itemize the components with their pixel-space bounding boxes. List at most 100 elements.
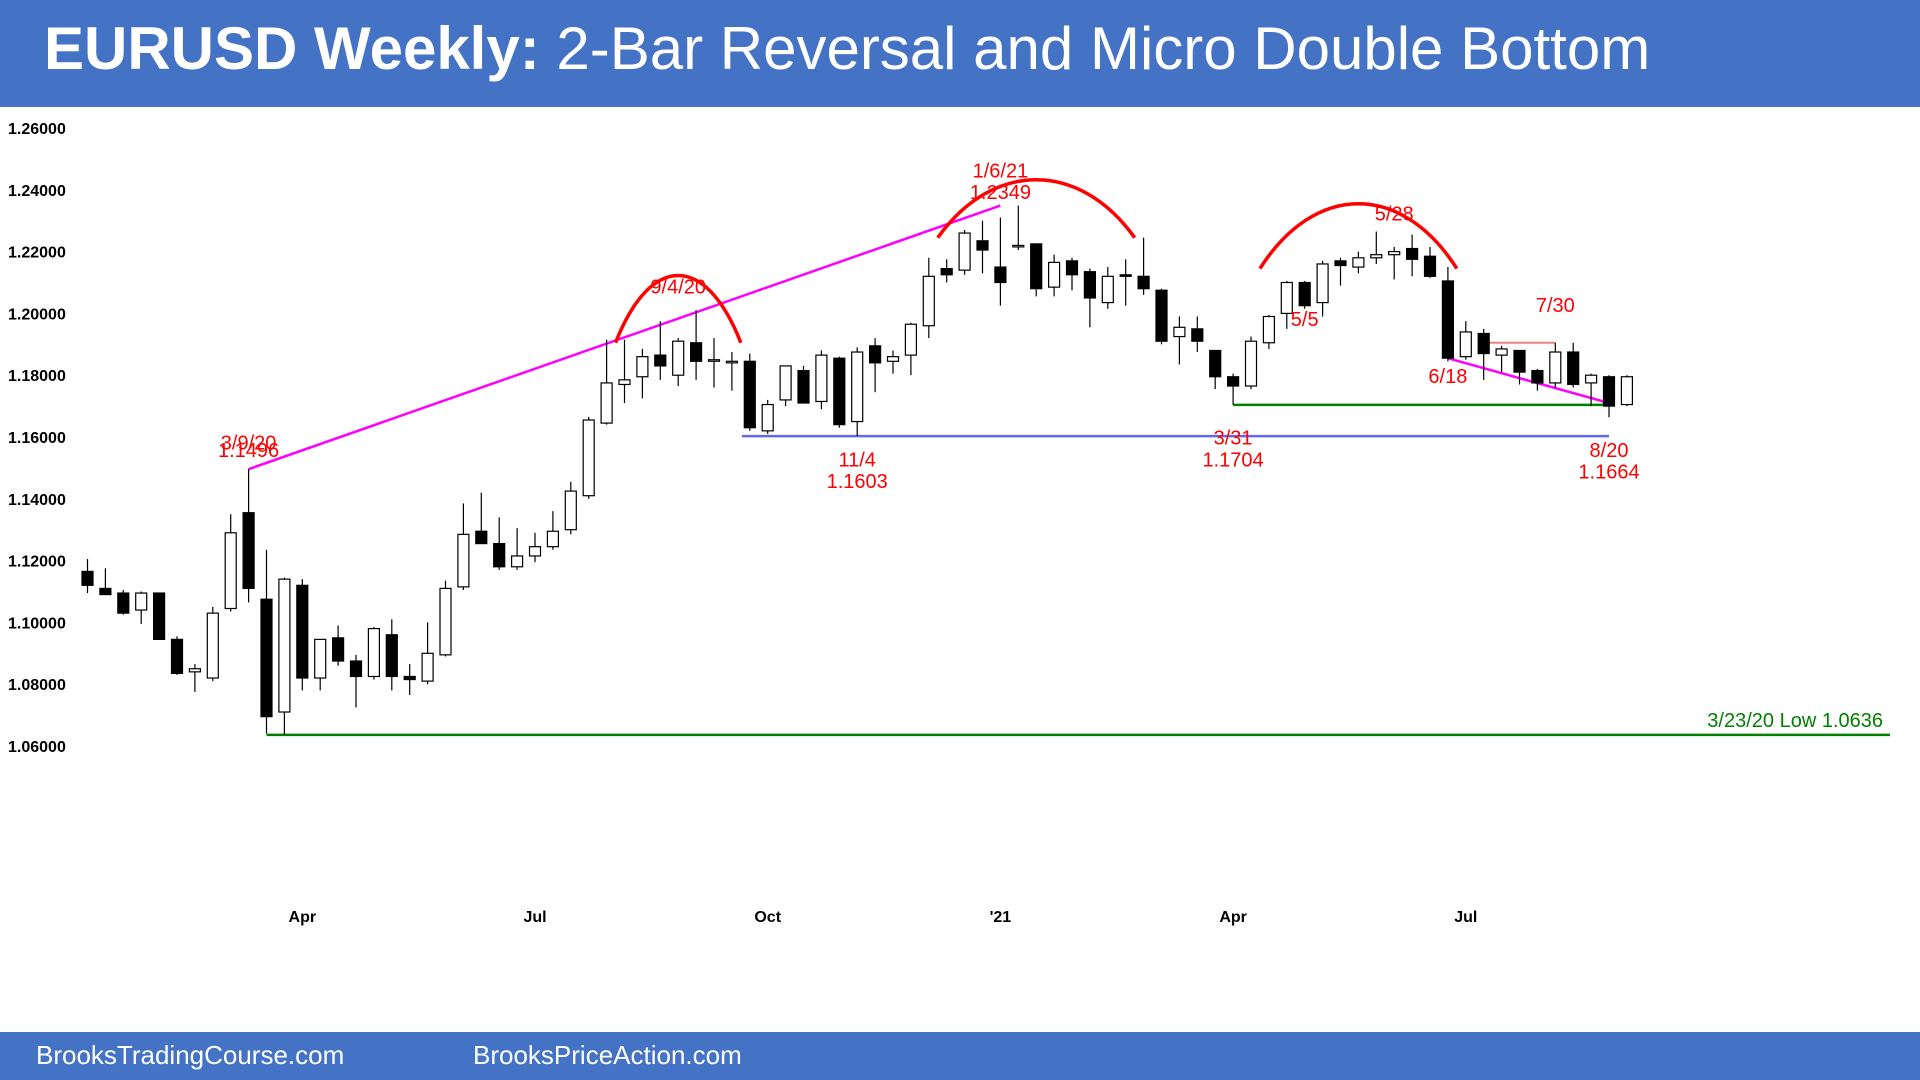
candle-body-bear (1298, 281, 1311, 307)
candle-body-bear (654, 354, 667, 367)
pattern-arcs (613, 178, 1459, 344)
candle-body-bear (689, 342, 703, 362)
candles (81, 205, 1634, 735)
candle (833, 356, 846, 428)
candle (206, 606, 219, 682)
candle (457, 503, 470, 590)
candle-body-bear (170, 638, 184, 674)
y-tick-label: 1.08000 (8, 677, 66, 694)
candle (976, 220, 989, 274)
arc-may (1258, 201, 1459, 270)
candle-body-bull (1352, 257, 1365, 268)
candle-body-bear (976, 240, 989, 251)
candle (940, 259, 953, 283)
candle (349, 654, 363, 708)
candle-body-bull (1459, 331, 1472, 358)
candle (188, 664, 201, 692)
candle-body-bear (1065, 260, 1079, 276)
candle-body-bull (278, 578, 291, 713)
footer-link-price-action[interactable]: BrooksPriceAction.com (473, 1040, 742, 1070)
candle-body-bear (296, 584, 309, 679)
footer-bar: BrooksTradingCourse.com BrooksPriceActio… (0, 1032, 1920, 1080)
candle-body-bear (1567, 351, 1580, 386)
candle (743, 353, 756, 431)
a-820-date: 8/20 (1590, 440, 1629, 462)
candle-body-bull (206, 612, 219, 679)
candle-body-bear (868, 345, 882, 364)
candle-body-bear (1334, 260, 1347, 267)
candle (815, 350, 828, 410)
candle-body-bull (1549, 351, 1562, 384)
y-tick-label: 1.10000 (8, 615, 66, 632)
candle-body-bear (332, 637, 345, 662)
candle-body-bear (493, 543, 506, 568)
candle-body-bear (403, 675, 416, 681)
candle (994, 217, 1007, 306)
candle (1602, 375, 1616, 418)
candle (1459, 321, 1472, 360)
candle-body-bull (707, 359, 721, 362)
candle (868, 338, 882, 393)
candle (135, 591, 148, 624)
candle (278, 577, 291, 735)
candle (1280, 280, 1293, 329)
candle-body-bear (242, 512, 255, 590)
candle (654, 321, 667, 380)
annotations: 3/9/201.1496 9/4/20 1/6/211.2349 11/41.1603… (218, 160, 1883, 731)
candle-body-bear (81, 570, 94, 586)
reference-lines (248, 204, 1890, 737)
y-tick-label: 1.12000 (8, 554, 66, 571)
x-axis-labels: Apr Jul Oct '21 Apr Jul (289, 909, 1478, 926)
candle-body-bull (582, 419, 595, 497)
candle-body-bull (1173, 326, 1186, 338)
candle (761, 399, 774, 434)
x-tick-label: Jul (1454, 909, 1477, 926)
candle (1155, 288, 1168, 345)
candle (797, 365, 810, 404)
candle (1119, 259, 1132, 306)
candle (1370, 231, 1383, 264)
a-730-date: 7/30 (1536, 295, 1575, 317)
a-55-date: 5/5 (1291, 309, 1319, 331)
candle (1549, 342, 1562, 388)
arc-jan (936, 178, 1137, 239)
candle-body-bull (958, 232, 971, 271)
candle-body-bull (1101, 275, 1114, 304)
candle (1137, 237, 1150, 295)
candle (904, 322, 918, 376)
a-331-date: 3/31 (1214, 428, 1253, 450)
candle-body-bear (1423, 255, 1437, 277)
candle-body-bear (1405, 247, 1419, 260)
candle-body-bull (600, 382, 613, 424)
a-114-price: 1.1603 (827, 471, 888, 493)
candle-body-bull (511, 555, 524, 568)
candle-body-bull (904, 323, 918, 356)
x-tick-label: Apr (289, 909, 317, 926)
candle (1567, 342, 1580, 388)
candle-body-bull (1495, 348, 1508, 356)
candle (1083, 268, 1097, 328)
a-528-date: 5/28 (1375, 204, 1414, 226)
candle (314, 638, 327, 691)
candle-body-bull (815, 354, 828, 403)
candle (242, 469, 255, 603)
candle (421, 622, 434, 685)
line-trend-main (248, 204, 1001, 471)
candle-body-bull (224, 532, 237, 610)
candle-body-bull (779, 365, 792, 401)
candle-body-bear (1602, 376, 1616, 407)
candle-body-bear (940, 267, 953, 276)
a-331-price: 1.1704 (1203, 449, 1264, 471)
footer-link-trading-course[interactable]: BrooksTradingCourse.com (36, 1040, 345, 1070)
candle-body-bull (421, 652, 434, 682)
candle-body-bear (1155, 289, 1168, 342)
y-tick-label: 1.14000 (8, 492, 66, 509)
candle (1584, 373, 1598, 407)
candle-body-bear (475, 530, 488, 545)
y-tick-label: 1.22000 (8, 245, 66, 262)
candle (403, 664, 416, 696)
candle (224, 514, 237, 612)
candle (1531, 369, 1544, 391)
candle (153, 592, 166, 640)
candle-body-bull (188, 668, 201, 673)
